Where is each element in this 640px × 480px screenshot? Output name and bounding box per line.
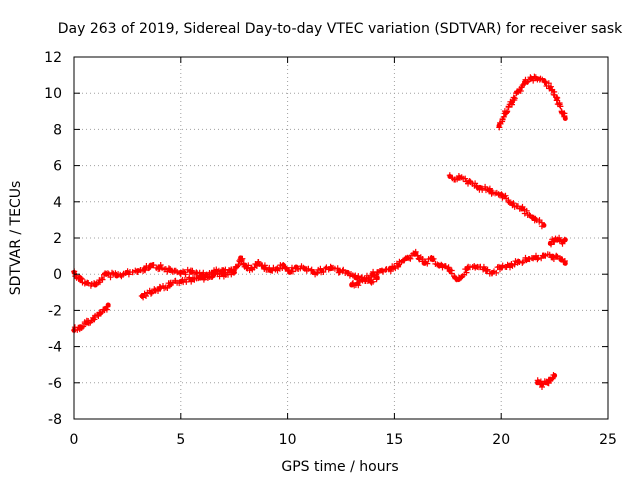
y-tick-label: 6 (53, 159, 62, 175)
series-trace (71, 303, 111, 334)
series-peak-arc (496, 73, 568, 131)
series-secondary-band (138, 267, 237, 301)
y-tick-label: 10 (44, 86, 62, 102)
series-high-cluster (547, 234, 568, 248)
y-tick-label: -8 (48, 412, 62, 428)
series-trace (446, 172, 545, 230)
chart-title: Day 263 of 2019, Sidereal Day-to-day VTE… (58, 21, 623, 37)
x-tick-label: 0 (70, 432, 79, 448)
series-trace (349, 274, 380, 289)
series-dip-segment (349, 274, 380, 289)
x-tick-label: 5 (176, 432, 185, 448)
series-trace (534, 372, 557, 390)
grid-lines (74, 57, 608, 419)
y-tick-label: 8 (53, 122, 62, 138)
x-tick-label: 20 (492, 432, 510, 448)
y-tick-label: 2 (53, 231, 62, 247)
y-axis-label: SDTVAR / TECUs (8, 181, 24, 296)
y-tick-label: -6 (48, 376, 62, 392)
x-axis-label: GPS time / hours (281, 459, 398, 475)
series-descending-arc (446, 172, 547, 230)
series-trace (496, 73, 568, 131)
series-trace (548, 234, 568, 248)
y-tick-label: 12 (44, 50, 62, 66)
series-trace (138, 267, 236, 301)
series-main-band (71, 248, 568, 289)
data-points (71, 73, 568, 390)
series-negative-cluster (534, 372, 558, 390)
y-tick-label: -4 (48, 340, 62, 356)
x-tick-label: 25 (599, 432, 617, 448)
axis-ticks: 0 5 10 15 20 25 -8 -6 -4 -2 0 2 4 6 8 10 12 (44, 50, 617, 448)
series-lower-branch (71, 302, 111, 334)
x-tick-label: 10 (279, 432, 297, 448)
y-tick-label: 0 (53, 267, 62, 283)
y-tick-label: -2 (48, 303, 62, 319)
y-tick-label: 4 (53, 195, 62, 211)
x-tick-label: 15 (385, 432, 403, 448)
